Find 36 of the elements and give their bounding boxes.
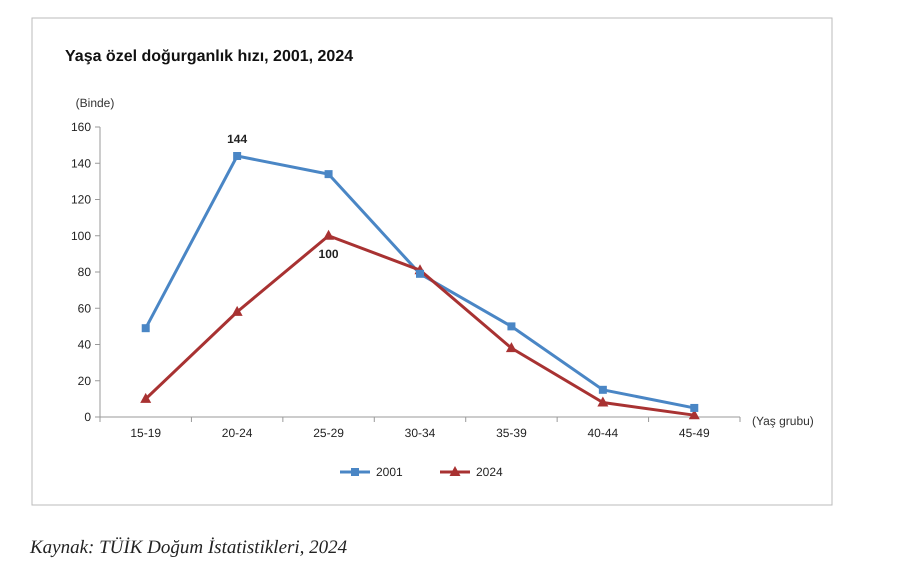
x-tick-label: 35-39: [496, 426, 528, 440]
text: Kaynak: TÜİK Doğum İstatistikleri, 2024: [29, 537, 348, 558]
x-tick-label: 30-34: [404, 426, 436, 440]
x-tick-label: 25-29: [313, 426, 344, 440]
y-tick-label: 100: [70, 228, 92, 243]
point: [233, 152, 242, 160]
point: [598, 386, 607, 394]
point: [506, 342, 517, 352]
y-tick-label: 160: [70, 120, 92, 134]
x-tick-label: 45-49: [678, 426, 710, 440]
point: [232, 306, 243, 316]
x-tick-label: 20-24: [222, 426, 253, 440]
x-axis-title: (Yaş grubu): [752, 414, 814, 428]
y-tick-label: 20: [78, 374, 92, 388]
point: [140, 392, 152, 403]
y-tick-label: 140: [70, 156, 92, 170]
y-tick-label: 40: [78, 338, 92, 352]
point: [416, 270, 424, 278]
point: [507, 322, 516, 330]
point: [323, 230, 334, 240]
chart-title: Yaşa özel doğurganlık hızı, 2001, 2024: [65, 48, 354, 65]
data-label: 100: [318, 246, 339, 261]
point: [324, 170, 333, 178]
point: [597, 396, 608, 406]
y-tick-label: 120: [70, 192, 92, 206]
y-tick-label: 60: [78, 301, 92, 316]
point: [142, 324, 150, 332]
y-axis-title: (Binde): [76, 96, 114, 110]
data-label: 144: [227, 132, 248, 146]
legend-label: 2001: [376, 465, 404, 479]
y-tick-label: 80: [78, 265, 92, 279]
x-tick-label: 40-44: [588, 426, 619, 440]
x-tick-label: 15-19: [130, 426, 162, 440]
y-tick-label: 0: [84, 410, 92, 424]
legend-label: 2024: [476, 465, 504, 479]
point: [690, 404, 698, 412]
